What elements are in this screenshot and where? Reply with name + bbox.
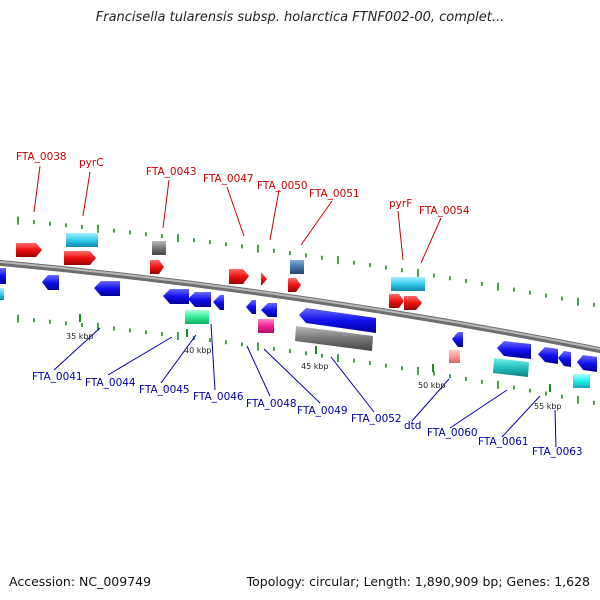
- gene-ftA-0052-box[interactable]: [295, 326, 373, 351]
- gene-ftA-0047-arrow[interactable]: [229, 269, 249, 284]
- label-ftA-0044[interactable]: FTA_0044: [85, 377, 136, 389]
- gene-ftA-0041-arrow[interactable]: [42, 275, 59, 290]
- gene-ftA-0063-arrow[interactable]: [577, 355, 597, 372]
- label-ftA-0063[interactable]: FTA_0063: [532, 446, 583, 458]
- label-pyrf[interactable]: pyrF: [389, 198, 412, 210]
- gene-dtd-box[interactable]: [449, 350, 460, 363]
- scale-label-35kbp: 35 kbp: [66, 332, 94, 341]
- gene-ftA-0043-box[interactable]: [152, 241, 166, 255]
- gene-edge-left-box[interactable]: [0, 288, 4, 300]
- label-pyrc[interactable]: pyrC: [79, 157, 104, 169]
- label-ftA-0048[interactable]: FTA_0048: [246, 398, 297, 410]
- gene-ftA-0060-arrow[interactable]: [497, 341, 531, 359]
- gene-ftA-0060-box[interactable]: [493, 358, 529, 377]
- label-ftA-0061[interactable]: FTA_0061: [478, 436, 529, 448]
- gene-ftA-0048a-arrow[interactable]: [246, 300, 256, 314]
- gene-ftA-0063-box[interactable]: [573, 374, 590, 388]
- forward-strand-genes: [16, 233, 425, 310]
- scale-label-40kbp: 40 kbp: [184, 346, 212, 355]
- gene-pyrf-arrow[interactable]: [389, 294, 404, 308]
- accession-text: Accession: NC_009749: [9, 574, 152, 589]
- reverse-strand-genes: [0, 268, 597, 388]
- gene-edge-left-arrow[interactable]: [0, 268, 6, 284]
- gene-ftA-0043-arrow[interactable]: [150, 260, 164, 274]
- gene-ftA-0048b-arrow[interactable]: [261, 303, 277, 317]
- gene-ftA-0051-arrow[interactable]: [288, 278, 301, 292]
- genome-summary-text: Topology: circular; Length: 1,890,909 bp…: [246, 574, 590, 589]
- gene-ftA-0048-box[interactable]: [258, 319, 274, 333]
- gene-ftA-0045-box[interactable]: [185, 310, 209, 324]
- label-dtd[interactable]: dtd: [404, 420, 421, 432]
- scale-label-55kbp: 55 kbp: [534, 402, 562, 411]
- forward-gene-labels: FTA_0038 pyrC FTA_0043 FTA_0047 FTA_0050…: [16, 151, 470, 217]
- forward-leader-lines: [33, 165, 442, 264]
- gene-ftA-0051-box[interactable]: [290, 260, 304, 274]
- gene-ftA-0045-arrow[interactable]: [163, 289, 189, 304]
- gene-ftA-0050-arrow[interactable]: [261, 272, 267, 286]
- gene-ftA-0054-arrow[interactable]: [404, 296, 422, 310]
- gene-ftA-0038-arrow[interactable]: [16, 243, 42, 257]
- gene-ftA-0061a-arrow[interactable]: [538, 347, 558, 364]
- gene-ftA-0046-arrow[interactable]: [213, 295, 224, 310]
- label-ftA-0050[interactable]: FTA_0050: [257, 180, 308, 192]
- label-ftA-0045[interactable]: FTA_0045: [139, 384, 190, 396]
- inner-tick-ring: [17, 314, 595, 405]
- gene-ftA-0061b-arrow[interactable]: [558, 351, 571, 367]
- reverse-gene-labels: FTA_0041 FTA_0044 FTA_0045 FTA_0046 FTA_…: [32, 371, 583, 458]
- gene-ftA-0045b-arrow[interactable]: [188, 292, 211, 307]
- gene-dtd-arrow[interactable]: [452, 332, 463, 347]
- gene-ftA-0044-arrow[interactable]: [94, 281, 120, 296]
- label-ftA-0051[interactable]: FTA_0051: [309, 188, 360, 200]
- genome-backbone-highlight: [0, 260, 600, 351]
- scale-labels: 35 kbp 40 kbp 45 kbp 50 kbp 55 kbp: [66, 314, 562, 411]
- gene-pyrf-box[interactable]: [391, 277, 425, 291]
- label-ftA-0052[interactable]: FTA_0052: [351, 413, 402, 425]
- label-ftA-0043[interactable]: FTA_0043: [146, 166, 197, 178]
- outer-tick-ring: [17, 216, 595, 307]
- map-title: Francisella tularensis subsp. holarctica…: [95, 10, 505, 25]
- label-ftA-0047[interactable]: FTA_0047: [203, 173, 254, 185]
- reverse-leader-lines: [53, 323, 557, 448]
- label-ftA-0038[interactable]: FTA_0038: [16, 151, 67, 163]
- scale-label-50kbp: 50 kbp: [418, 381, 446, 390]
- scale-label-45kbp: 45 kbp: [301, 362, 329, 371]
- label-ftA-0041[interactable]: FTA_0041: [32, 371, 83, 383]
- gene-pyrc-box[interactable]: [66, 233, 98, 247]
- gene-ftA-0049-arrow[interactable]: [299, 308, 376, 333]
- label-ftA-0054[interactable]: FTA_0054: [419, 205, 470, 217]
- gene-pyrc-arrow[interactable]: [64, 251, 96, 265]
- label-ftA-0060[interactable]: FTA_0060: [427, 427, 478, 439]
- label-ftA-0049[interactable]: FTA_0049: [297, 405, 348, 417]
- label-ftA-0046[interactable]: FTA_0046: [193, 391, 244, 403]
